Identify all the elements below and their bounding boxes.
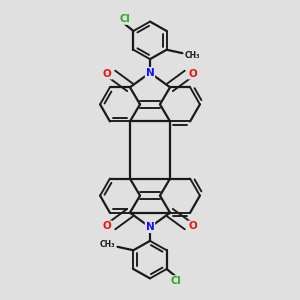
Text: O: O (188, 69, 197, 79)
Text: N: N (146, 222, 154, 232)
Text: N: N (146, 68, 154, 78)
Text: Cl: Cl (170, 276, 181, 286)
Text: O: O (103, 69, 112, 79)
Text: O: O (103, 221, 112, 231)
Text: CH₃: CH₃ (100, 240, 115, 249)
Text: O: O (188, 221, 197, 231)
Text: Cl: Cl (119, 14, 130, 24)
Text: CH₃: CH₃ (185, 51, 200, 60)
